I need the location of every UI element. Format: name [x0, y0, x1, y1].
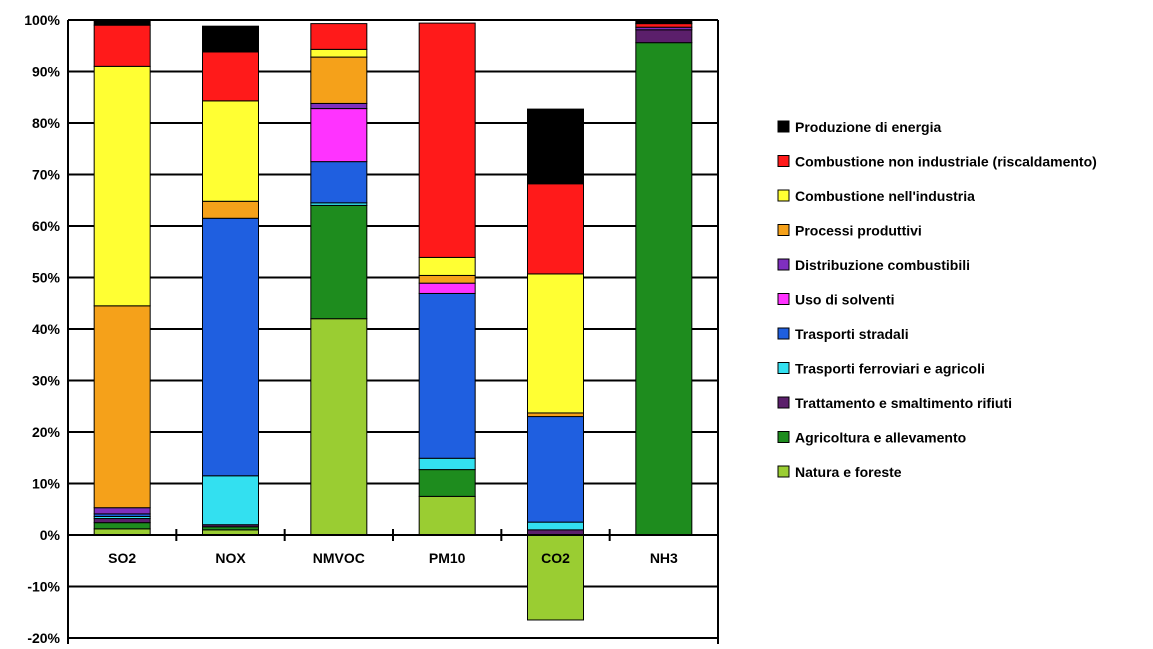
gridlines — [68, 19, 718, 639]
legend-swatch — [777, 431, 790, 443]
bar-segment — [202, 200, 259, 219]
bar-segment — [635, 42, 693, 536]
legend-swatch — [777, 120, 790, 133]
bar-segment — [635, 23, 693, 28]
bar-segment — [310, 56, 368, 104]
legend-swatch — [777, 224, 790, 236]
bar-segment — [527, 416, 584, 523]
y-tick-label: 20% — [32, 424, 61, 440]
bar-segment — [418, 256, 476, 276]
bar-segment — [310, 48, 368, 58]
bar-segment — [635, 19, 693, 25]
bar-segment — [93, 518, 151, 524]
bars — [93, 19, 693, 621]
bar-segment — [527, 273, 584, 414]
bar-segment — [310, 204, 368, 320]
bar-segment — [310, 161, 368, 204]
bar-segment — [527, 534, 584, 621]
legend-swatch — [777, 293, 790, 305]
legend-label: Natura e foreste — [795, 464, 902, 480]
y-tick-label: 0% — [40, 527, 61, 543]
legend-label: Produzione di energia — [795, 119, 941, 135]
bar-segment — [418, 22, 476, 258]
x-tick-label: NH3 — [650, 550, 678, 566]
legend-label: Uso di solventi — [795, 292, 895, 308]
legend-swatch — [777, 396, 790, 409]
bar-segment — [527, 183, 584, 275]
y-tick-label: 90% — [32, 64, 61, 80]
legend-swatch — [777, 327, 790, 340]
legend-swatch — [777, 189, 790, 202]
bar-segment — [418, 495, 476, 536]
x-tick-label: CO2 — [541, 550, 570, 566]
bar-segment — [310, 108, 368, 163]
y-tick-label: -20% — [27, 630, 60, 644]
bar-segment — [310, 23, 368, 50]
legend-label: Trasporti stradali — [795, 326, 909, 342]
legend-label: Combustione non industriale (riscaldamen… — [795, 154, 1097, 170]
bar-segment — [635, 29, 693, 44]
y-tick-label: -10% — [27, 579, 60, 595]
bar-segment — [527, 521, 584, 531]
legend-label: Trattamento e smaltimento rifiuti — [795, 395, 1012, 411]
bar-segment — [202, 25, 259, 53]
y-tick-label: 40% — [32, 321, 61, 337]
bar-segment — [202, 475, 259, 526]
y-tick-label: 10% — [32, 476, 61, 492]
bar-segment — [418, 292, 476, 459]
bar-segment — [527, 412, 584, 418]
legend-swatch — [777, 465, 790, 478]
x-tick-label: PM10 — [429, 550, 466, 566]
y-tick-label: 100% — [24, 12, 60, 28]
bar-segment — [93, 305, 151, 509]
y-tick-label: 70% — [32, 167, 61, 183]
bar-segment — [93, 507, 151, 515]
bar-segment — [418, 274, 476, 284]
bar-segment — [527, 108, 584, 185]
x-tick-label: NOX — [215, 550, 246, 566]
x-tick-label: NMVOC — [313, 550, 365, 566]
x-tick-label: SO2 — [108, 550, 136, 566]
axes: -20% -10% 0% 10% 20% 30% 40% 50% 60% 70% 80% 90% 100… — [24, 12, 719, 646]
y-tick-label: 60% — [32, 218, 61, 234]
legend-swatch — [777, 155, 790, 167]
y-tick-label: 50% — [32, 270, 61, 286]
legend-label: Trasporti ferroviari e agricoli — [795, 361, 985, 377]
y-tick-label: 80% — [32, 115, 61, 131]
bar-segment — [93, 522, 151, 530]
legend-label: Combustione nell'industria — [795, 188, 975, 204]
legend-label: Agricoltura e allevamento — [795, 430, 966, 446]
bar-segment — [310, 318, 368, 536]
legend-label: Processi produttivi — [795, 223, 922, 239]
bar-segment — [418, 469, 476, 497]
bar-segment — [93, 19, 151, 26]
y-tick-label: 30% — [32, 373, 61, 389]
bar-segment — [202, 217, 259, 477]
legend: Produzione di energia Combustione non ind… — [777, 119, 1097, 480]
bar-segment — [418, 457, 476, 471]
bar-segment — [310, 102, 368, 110]
bar-segment — [93, 24, 151, 67]
legend-label: Distribuzione combustibili — [795, 257, 970, 273]
legend-swatch — [777, 258, 790, 271]
legend-swatch — [777, 362, 790, 374]
bar-segment — [93, 65, 151, 307]
bar-segment — [418, 282, 476, 294]
bar-segment — [202, 51, 259, 102]
bar-segment — [202, 100, 259, 202]
